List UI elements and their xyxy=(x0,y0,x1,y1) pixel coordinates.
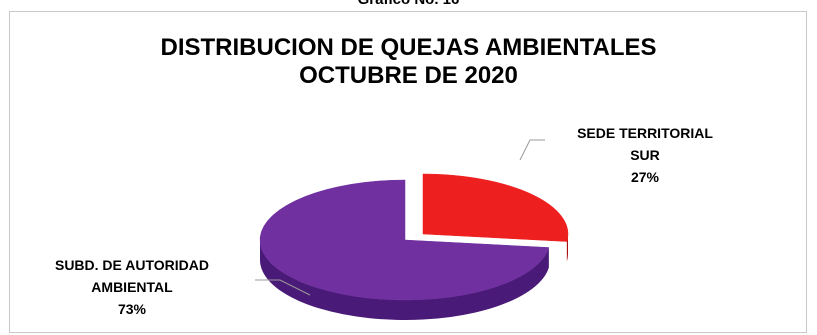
pie-category-label-0-0: SEDE TERRITORIAL xyxy=(577,125,713,141)
pie-percent-label-1: 73% xyxy=(118,301,147,317)
chart-title-line-1: DISTRIBUCION DE QUEJAS AMBIENTALES xyxy=(160,34,657,61)
leader-line-1 xyxy=(255,279,311,296)
pie-slice-0 xyxy=(422,173,569,242)
chart-title: DISTRIBUCION DE QUEJAS AMBIENTALES OCTUB… xyxy=(0,34,817,90)
pie-category-label-1-0: SUBD. DE AUTORIDAD xyxy=(55,257,209,273)
pie-percent-label-0: 27% xyxy=(631,169,660,185)
pie-slice-1 xyxy=(259,179,550,301)
leader-line-0 xyxy=(519,139,545,161)
pie-category-label-1-1: AMBIENTAL xyxy=(91,279,173,295)
pie-slice-side-1-0 xyxy=(260,240,549,320)
figure-caption: Grafico No. 16 xyxy=(0,0,817,8)
chart-title-line-2: OCTUBRE DE 2020 xyxy=(299,62,518,89)
pie-category-label-0-1: SUR xyxy=(630,147,660,163)
